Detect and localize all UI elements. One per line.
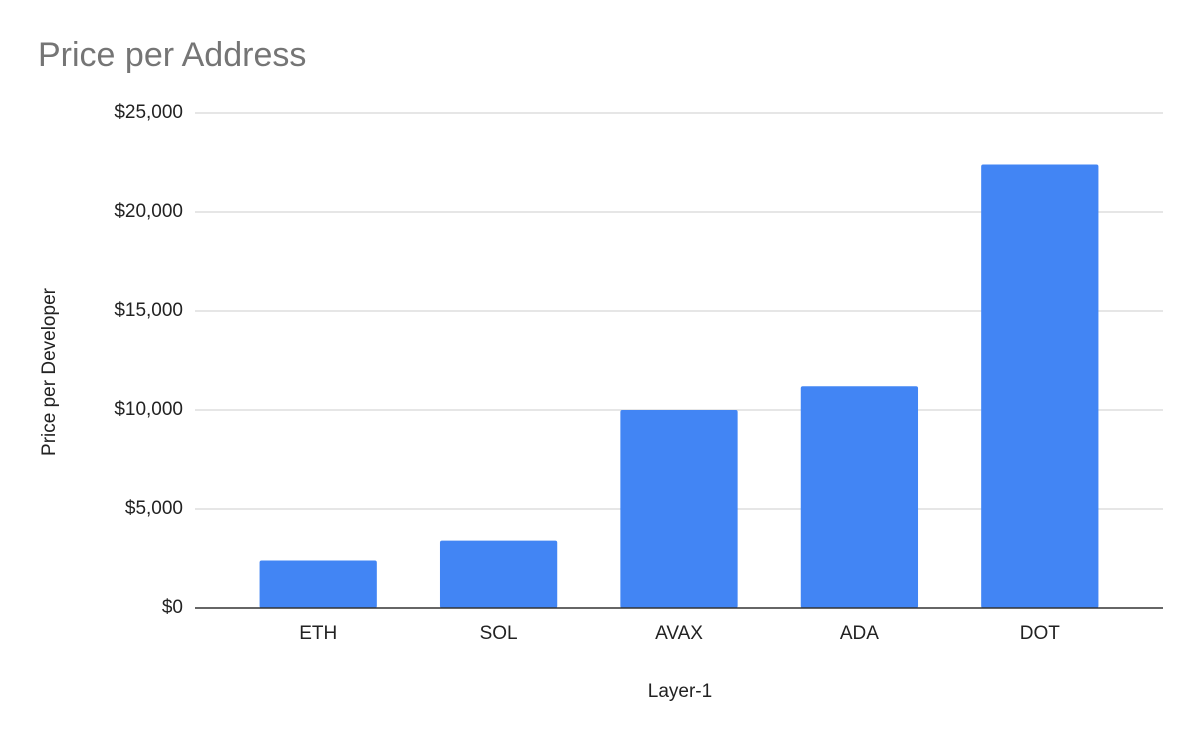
bar bbox=[439, 540, 558, 608]
bar bbox=[800, 386, 919, 608]
y-tick-label: $5,000 bbox=[125, 498, 183, 519]
y-axis-label: Price per Developer bbox=[39, 287, 60, 456]
chart-title: Price per Address bbox=[38, 36, 306, 74]
x-tick-label: SOL bbox=[480, 623, 518, 644]
x-axis-label: Layer-1 bbox=[648, 681, 712, 702]
bar bbox=[259, 560, 377, 608]
y-tick-label: $10,000 bbox=[114, 399, 183, 420]
bar bbox=[620, 410, 738, 608]
y-tick-label: $0 bbox=[162, 597, 183, 618]
x-tick-label: ADA bbox=[840, 623, 879, 644]
y-tick-label: $15,000 bbox=[114, 300, 183, 321]
x-tick-label: DOT bbox=[1020, 623, 1061, 644]
y-tick-label: $20,000 bbox=[114, 201, 183, 222]
bar bbox=[981, 164, 1099, 609]
x-tick-label: ETH bbox=[299, 623, 337, 644]
y-tick-label: $25,000 bbox=[114, 102, 183, 123]
x-tick-label: AVAX bbox=[655, 623, 703, 644]
